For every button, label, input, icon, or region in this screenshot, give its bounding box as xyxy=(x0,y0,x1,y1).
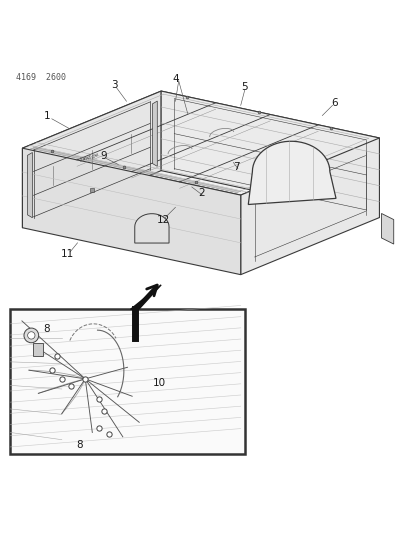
Polygon shape xyxy=(241,138,379,274)
Polygon shape xyxy=(248,141,336,205)
Text: 1: 1 xyxy=(44,110,50,120)
Bar xyxy=(10,309,245,454)
Text: 12: 12 xyxy=(157,215,170,224)
Text: 8: 8 xyxy=(76,440,83,450)
Text: 6: 6 xyxy=(331,98,338,108)
Polygon shape xyxy=(135,214,169,243)
Text: 5: 5 xyxy=(242,82,248,92)
Polygon shape xyxy=(153,101,157,166)
Text: 9: 9 xyxy=(101,151,107,161)
Polygon shape xyxy=(131,285,161,309)
Bar xyxy=(10,309,245,454)
Text: Dodge: Dodge xyxy=(78,152,100,163)
Text: 10: 10 xyxy=(153,378,166,388)
Polygon shape xyxy=(161,91,379,217)
Circle shape xyxy=(24,328,39,343)
Text: 2: 2 xyxy=(199,188,205,198)
Polygon shape xyxy=(22,91,161,228)
Circle shape xyxy=(28,332,35,339)
Polygon shape xyxy=(22,91,379,195)
Polygon shape xyxy=(381,213,394,244)
Polygon shape xyxy=(22,148,241,274)
Polygon shape xyxy=(28,152,33,218)
Text: 7: 7 xyxy=(233,161,240,172)
Bar xyxy=(33,343,43,357)
Text: 3: 3 xyxy=(111,80,118,90)
Text: 4: 4 xyxy=(172,74,179,84)
Text: 8: 8 xyxy=(44,324,50,334)
Text: 4169  2600: 4169 2600 xyxy=(16,72,67,82)
Text: 11: 11 xyxy=(61,249,74,259)
